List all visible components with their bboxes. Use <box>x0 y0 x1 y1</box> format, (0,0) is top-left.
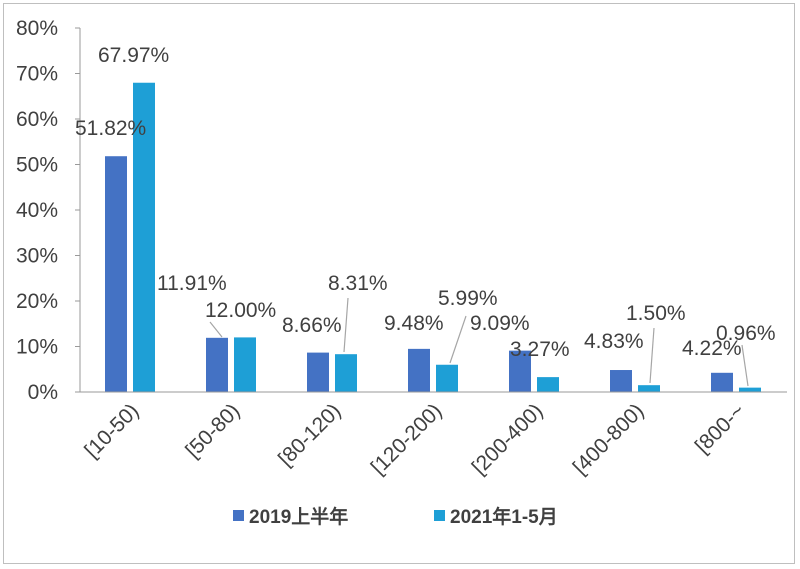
x-tick-label: [80-120) <box>274 399 346 471</box>
y-tick-label: 40% <box>16 199 58 222</box>
data-label: 8.66% <box>282 314 342 337</box>
legend-label: 2021年1-5月 <box>450 505 558 528</box>
y-tick-label: 70% <box>16 63 58 86</box>
bar-series2 <box>537 377 559 392</box>
data-label: 0.96% <box>716 322 776 345</box>
bar-series1 <box>408 348 430 392</box>
y-tick-label: 0% <box>28 381 58 404</box>
x-tick-label: [10-50) <box>80 399 143 462</box>
y-tick-label: 30% <box>16 245 58 268</box>
leader-line <box>449 315 467 364</box>
bar-series1 <box>509 350 531 392</box>
y-tick-label: 10% <box>16 336 58 359</box>
bar-series1 <box>206 337 228 392</box>
x-tick-label: [200-400) <box>468 399 548 479</box>
legend: 2019上半年 2021年1-5月 <box>233 505 558 528</box>
data-label: 5.99% <box>438 287 498 310</box>
bar-series1 <box>307 352 329 392</box>
data-label: 11.91% <box>157 272 227 295</box>
x-tick-label: [800-~ <box>691 399 750 458</box>
data-label: 12.00% <box>205 299 276 322</box>
x-tick-label: [400-800) <box>569 399 649 479</box>
x-tick-label: [50-80) <box>181 399 244 462</box>
bar-series2 <box>133 82 155 392</box>
data-label: 4.22% <box>682 337 742 360</box>
bar-series1 <box>711 372 733 392</box>
legend-label: 2019上半年 <box>249 505 348 528</box>
data-labels: 51.82% 11.91% 8.66% 9.48% 9.09% 4.83% 4.22% 67.… <box>75 44 776 361</box>
data-label: 8.31% <box>328 272 388 295</box>
legend-swatch <box>434 510 445 521</box>
y-tick-label: 20% <box>16 290 58 313</box>
y-tick-label: 50% <box>16 154 58 177</box>
y-axis: 0% 10% 20% 30% 40% 50% 60% 70% 80% <box>16 17 81 404</box>
bar-series2 <box>436 364 458 392</box>
leader-line <box>649 327 655 384</box>
leader-line <box>741 344 749 387</box>
leader-line <box>343 297 349 353</box>
bars <box>105 82 761 392</box>
x-tick-label: [120-200) <box>367 399 447 479</box>
bar-series2 <box>638 385 660 392</box>
data-label: 9.48% <box>384 312 444 335</box>
bar-series1 <box>610 370 632 392</box>
data-label: 67.97% <box>98 44 169 67</box>
y-tick-label: 80% <box>16 17 58 40</box>
leader-lines <box>209 297 749 387</box>
bar-series2 <box>739 387 761 392</box>
data-label: 1.50% <box>626 302 686 325</box>
data-label: 9.09% <box>470 312 530 335</box>
data-label: 4.83% <box>584 330 644 353</box>
data-label: 51.82% <box>75 117 146 140</box>
leader-line <box>209 321 223 338</box>
bar-series1 <box>105 156 127 392</box>
x-axis: [10-50) [50-80) [80-120) [120-200) [200-400)… <box>80 391 787 479</box>
y-tick-label: 60% <box>16 108 58 131</box>
bar-series2 <box>234 337 256 392</box>
legend-swatch <box>233 510 244 521</box>
bar-series2 <box>335 354 357 392</box>
data-label: 3.27% <box>510 338 570 361</box>
